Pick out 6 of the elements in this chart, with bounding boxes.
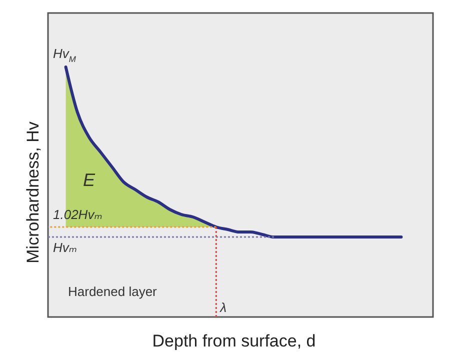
y-axis-title: Microhardness, Hv xyxy=(24,121,42,264)
x-axis-title: Depth from surface, d xyxy=(152,332,316,350)
ref-line-label: Hvₘ xyxy=(53,240,77,255)
annotation: Hardened layer xyxy=(68,284,158,299)
annotation: λ xyxy=(219,300,227,315)
annotation: E xyxy=(83,170,96,190)
